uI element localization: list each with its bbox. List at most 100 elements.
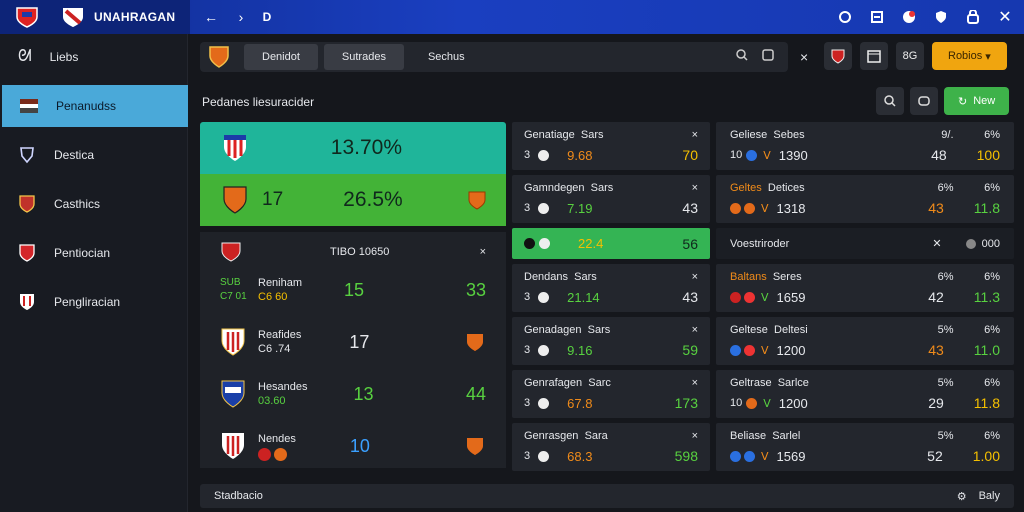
- new-button-label: New: [973, 95, 996, 107]
- list-item-sub: C6 60: [258, 291, 288, 303]
- card-subtitle: Sars: [590, 182, 614, 194]
- odds-card[interactable]: Dendans Sars × 3 21.14 43: [512, 264, 710, 312]
- status-bar: Stadbacio ⚙ Baly: [200, 484, 1014, 508]
- list-item-score: 44: [465, 383, 486, 404]
- card-value: 11.8: [973, 395, 1000, 411]
- list-item-name: Nendes: [258, 432, 296, 445]
- team-crest-icon: [209, 46, 229, 68]
- card-value: 43: [928, 200, 944, 216]
- list-item[interactable]: Reafides C6 .74 17: [220, 316, 486, 368]
- lock-icon[interactable]: [962, 6, 984, 28]
- shield-icon: [467, 438, 483, 455]
- gear-icon[interactable]: ⚙: [956, 490, 967, 503]
- stats-card[interactable]: Geliese Sebes 9/. 6% 10 ᐯ 1390 48 100: [716, 122, 1014, 170]
- stats-card[interactable]: Geltese Deltesi 5% 6% ᐯ 1200 43 11.0: [716, 317, 1014, 365]
- back-button[interactable]: ←: [204, 9, 218, 25]
- stats-card[interactable]: Beliase Sarlel 5% 6% ᐯ 1569 52 1.00: [716, 423, 1014, 471]
- close-list-button[interactable]: ×: [479, 246, 486, 258]
- card-subtitle: Deltesi: [774, 324, 808, 336]
- card-value: 173: [674, 395, 698, 411]
- list-item-score: 10: [349, 435, 370, 456]
- card-title: Geltese: [730, 324, 768, 336]
- odds-card[interactable]: Genrafagen Sarc × 3 67.8 173: [512, 370, 710, 418]
- search-icon[interactable]: [736, 48, 748, 66]
- card-metric: 1659: [776, 289, 806, 305]
- shield-icon[interactable]: [930, 6, 952, 28]
- close-icon[interactable]: ✕: [998, 9, 1012, 26]
- crest-icon: [20, 294, 34, 310]
- code-button[interactable]: 8G: [896, 42, 924, 70]
- odds-card[interactable]: Genadagen Sars × 3 9.16 59: [512, 317, 710, 365]
- crest-icon: [19, 244, 35, 262]
- odds-card[interactable]: Genrasgen Sara × 3 68.3 598: [512, 423, 710, 471]
- card-value: 100: [976, 147, 1000, 163]
- square-icon[interactable]: [866, 6, 888, 28]
- tag-icon[interactable]: [762, 48, 774, 66]
- card-value: 56: [682, 235, 698, 252]
- card-pct: 6%: [937, 271, 954, 283]
- chat-icon[interactable]: [910, 87, 938, 115]
- stats-card[interactable]: Baltans Seres 6% 6% ᐯ 1659 42 11.3: [716, 264, 1014, 312]
- sidebar-item-destica[interactable]: Destica: [0, 134, 187, 176]
- card-title: Genadagen: [524, 324, 582, 336]
- card-title: Geltrase: [730, 377, 772, 389]
- card-value: 11.3: [973, 289, 1000, 305]
- share-icon[interactable]: ✕: [932, 238, 942, 250]
- list-item[interactable]: Nendes 10: [220, 420, 486, 472]
- forward-button[interactable]: ›: [238, 9, 244, 25]
- tab-sechus[interactable]: Sechus: [427, 51, 465, 63]
- list-item[interactable]: Hesandes 03.60 13 44: [220, 368, 486, 420]
- card-odds: 68.3: [567, 448, 593, 464]
- sidebar-item-casthics[interactable]: Casthics: [0, 183, 187, 225]
- crest-button[interactable]: [824, 42, 852, 70]
- sidebar-item-pengliracian[interactable]: Pengliracian: [0, 281, 187, 323]
- stats-card[interactable]: Geltes Detices 6% 6% ᐯ 1318 43 11.8: [716, 175, 1014, 223]
- sidebar-item-penanudss[interactable]: Penanudss: [2, 85, 188, 127]
- card-odds: 9.16: [567, 342, 593, 358]
- odds-card[interactable]: Genatiage Sars × 3 9.68 70: [512, 122, 710, 170]
- close-card-button[interactable]: ×: [691, 377, 698, 389]
- sidebar-item-label: Pentiocian: [54, 246, 111, 260]
- tab-sutrades[interactable]: Sutrades: [323, 44, 404, 70]
- close-card-button[interactable]: ×: [691, 271, 698, 283]
- new-button[interactable]: ↻ New: [944, 87, 1010, 115]
- list-item[interactable]: SUB C7 01 Reniham C6 60 15 33: [220, 264, 486, 316]
- d-button[interactable]: D: [262, 10, 272, 24]
- list-item-sub: C6 .74: [258, 343, 291, 355]
- card-metric: 1569: [776, 448, 806, 464]
- hero-row[interactable]: 17 26.5%: [200, 174, 506, 226]
- sidebar-item-liebs[interactable]: ᘛ Liebs: [0, 36, 187, 78]
- sidebar-item-label: Penanudss: [56, 99, 117, 113]
- card-title: Genrafagen: [524, 377, 583, 389]
- search-icon[interactable]: [876, 87, 904, 115]
- close-card-button[interactable]: ×: [691, 324, 698, 336]
- team-crest-icon: [221, 328, 245, 356]
- circle-icon[interactable]: [834, 6, 856, 28]
- team-crest-icon: [221, 242, 241, 262]
- stats-header-row: Voestriroder ✕ 000: [716, 228, 1014, 259]
- odds-card-highlight[interactable]: 22.4 56: [512, 228, 710, 259]
- close-card-button[interactable]: ×: [691, 182, 698, 194]
- list-item-name: Reniham: [258, 277, 303, 289]
- tab-denidot[interactable]: Denidot: [244, 44, 318, 70]
- close-card-button[interactable]: ×: [691, 430, 698, 442]
- account-dropdown[interactable]: Robios ▾: [932, 42, 1007, 70]
- sidebar-item-pentiocian[interactable]: Pentiocian: [0, 232, 187, 274]
- close-card-button[interactable]: ×: [691, 129, 698, 141]
- close-toolbar-button[interactable]: ×: [800, 49, 809, 65]
- odds-card[interactable]: Gamndegen Sars × 3 7.19 43: [512, 175, 710, 223]
- card-subtitle: Sebes: [773, 129, 805, 141]
- list-item-score: 15: [344, 279, 365, 300]
- card-title: Geliese: [730, 129, 768, 141]
- card-pct: 6%: [984, 430, 1000, 442]
- calendar-button[interactable]: [860, 42, 888, 70]
- notification-icon[interactable]: [898, 6, 920, 28]
- list-header: TIBO 10650: [330, 246, 390, 258]
- hero-row[interactable]: 13.70%: [200, 122, 506, 174]
- card-title: Gamndegen: [524, 182, 585, 194]
- card-value: 48: [931, 147, 947, 163]
- app-logo-icon: [63, 8, 83, 27]
- sidebar: ᘛ Liebs Penanudss Destica Casthics Penti…: [0, 34, 188, 512]
- card-value: 11.8: [973, 200, 1000, 216]
- stats-card[interactable]: Geltrase Sarlce 5% 6% 10 ᐯ 1200 29 11.8: [716, 370, 1014, 418]
